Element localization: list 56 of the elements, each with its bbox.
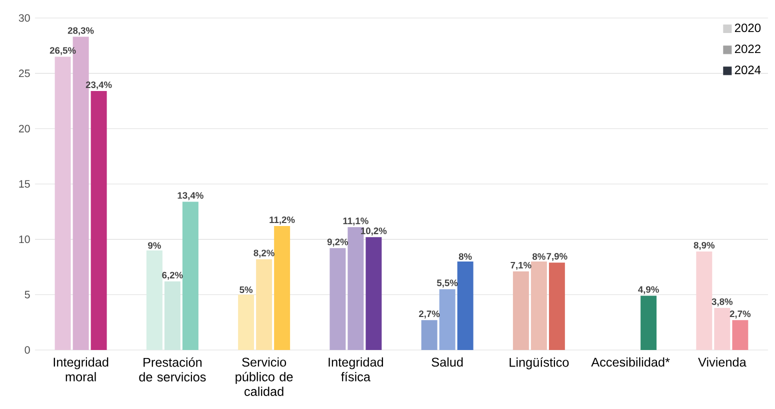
bar	[548, 262, 565, 350]
bar	[164, 281, 180, 350]
data-label: 8,9%	[694, 242, 715, 250]
y-tick-label: 0	[24, 346, 30, 354]
data-label: 7,9%	[546, 253, 568, 261]
y-tick-label: 15	[19, 180, 30, 188]
y-tick-label: 30	[18, 14, 30, 22]
data-label: 7,1%	[510, 262, 532, 270]
data-label: 8%	[532, 253, 546, 260]
data-label: 23,4%	[86, 81, 112, 90]
x-tick-label: Salud	[432, 357, 463, 367]
text: 2020	[734, 24, 761, 32]
bar	[256, 259, 272, 350]
data-label: 5%	[240, 286, 253, 294]
data-label: 9,2%	[327, 238, 348, 247]
y-tick-label: 25	[18, 70, 30, 78]
data-label: 2,7%	[730, 310, 751, 319]
data-label: 11,2%	[270, 216, 295, 224]
data-label: 4,9%	[638, 286, 659, 294]
x-tick-label: Prestación de servicios	[139, 357, 206, 382]
bar	[714, 308, 730, 350]
bar	[274, 226, 290, 350]
data-label: 8%	[458, 253, 472, 260]
bar	[439, 289, 456, 350]
text: 2022	[734, 44, 760, 54]
y-tick-label: 10	[19, 236, 30, 244]
bar	[146, 250, 162, 350]
data-label: 9%	[148, 242, 161, 249]
y-tick-label: 20	[18, 124, 30, 132]
x-tick-label: Lingüístico	[510, 357, 569, 370]
data-label: 10,2%	[361, 228, 387, 236]
bar	[732, 320, 748, 350]
bar	[512, 271, 529, 350]
bar	[696, 251, 712, 350]
bar	[366, 237, 382, 350]
bar	[54, 56, 71, 350]
data-label: 28,3%	[68, 27, 94, 36]
x-tick-label: Integridad moral	[54, 357, 108, 382]
data-label: 3,8%	[712, 298, 733, 306]
data-label: 11,1%	[343, 218, 368, 226]
x-tick-label: Integridad física	[328, 357, 384, 382]
x-tick-label: Vivienda	[698, 357, 746, 367]
bar	[421, 320, 438, 350]
bar	[238, 294, 254, 350]
data-label: 13,4%	[178, 192, 204, 200]
bar	[457, 261, 474, 350]
bar	[640, 296, 657, 350]
bar	[530, 261, 547, 350]
x-tick-label: Accesibilidad*	[591, 357, 670, 367]
data-label: 26,5%	[50, 47, 76, 56]
bar	[330, 248, 346, 350]
y-tick-label: 5	[24, 290, 30, 298]
bar	[182, 202, 198, 350]
text: 2024	[734, 66, 761, 74]
x-tick-label: Servicio público de calidad	[236, 357, 293, 396]
bar	[90, 91, 107, 350]
